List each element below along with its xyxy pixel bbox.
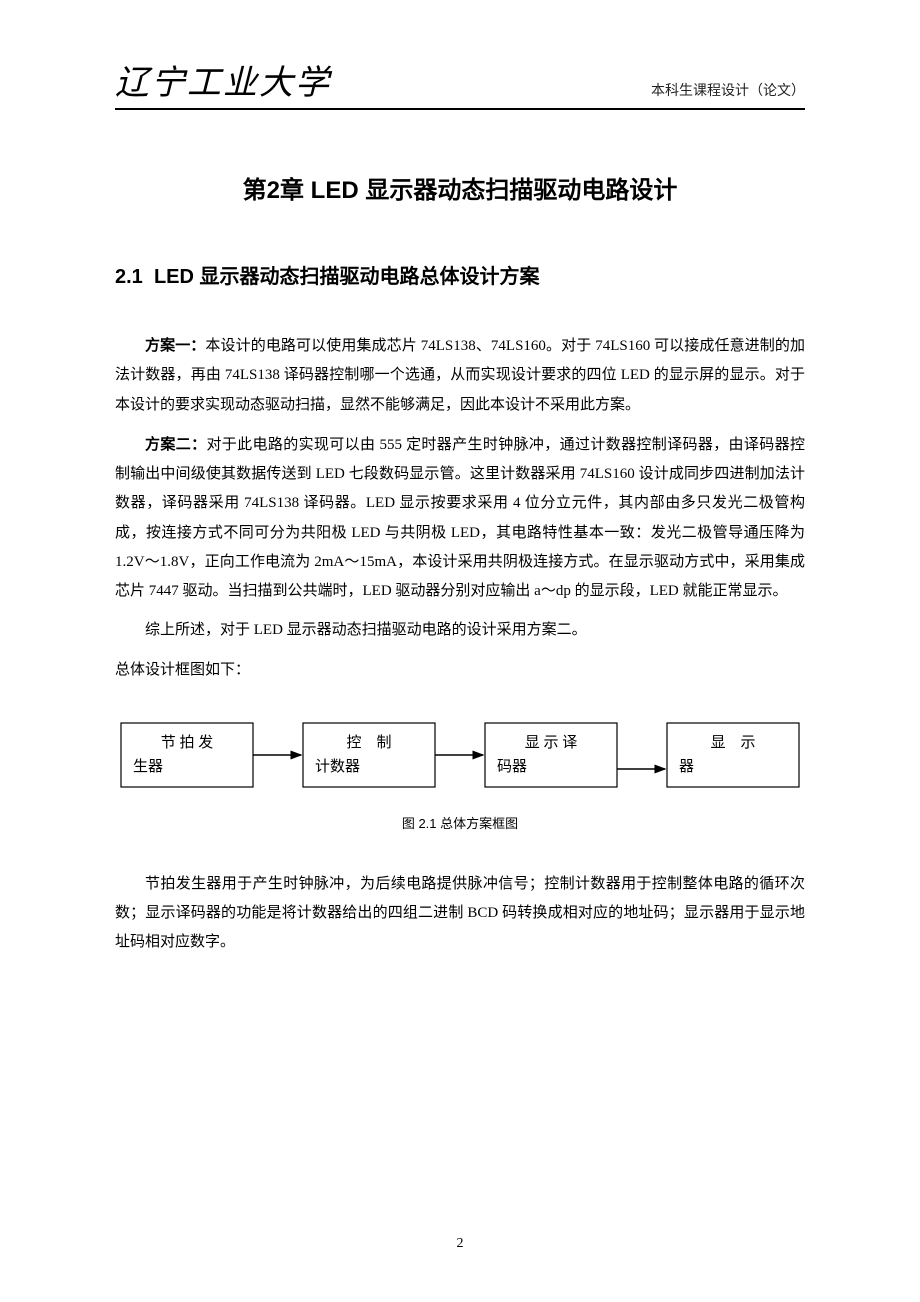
flowchart-node-label: 计数器 xyxy=(315,758,360,775)
flowchart-node xyxy=(303,723,435,787)
section-number: 2.1 xyxy=(115,266,143,288)
paragraph-scheme-2: 方案二：对于此电路的实现可以由 555 定时器产生时钟脉冲，通过计数器控制译码器… xyxy=(115,430,805,607)
page-header: 辽宁工业大学 本科生课程设计（论文） xyxy=(115,55,805,110)
flowchart-container: 节 拍 发生器 控 制计数器 显 示 译码器 显 示器 xyxy=(115,715,805,795)
chapter-title: 第2章 LED 显示器动态扫描驱动电路设计 xyxy=(115,170,805,205)
flowchart-node xyxy=(485,723,617,787)
university-name: 辽宁工业大学 xyxy=(115,55,331,104)
flowchart-node-label: 生器 xyxy=(133,758,163,775)
scheme-2-text: 对于此电路的实现可以由 555 定时器产生时钟脉冲，通过计数器控制译码器，由译码… xyxy=(115,437,805,599)
section-heading: LED 显示器动态扫描驱动电路总体设计方案 xyxy=(154,266,540,288)
flowchart-node-label: 显 示 xyxy=(710,735,755,751)
page-number: 2 xyxy=(0,1236,920,1252)
flowchart-node xyxy=(667,723,799,787)
section-title: 2.1 LED 显示器动态扫描驱动电路总体设计方案 xyxy=(115,260,805,289)
scheme-2-label: 方案二： xyxy=(145,436,206,453)
doc-type-label: 本科生课程设计（论文） xyxy=(651,80,805,104)
paragraph-explanation: 节拍发生器用于产生时钟脉冲，为后续电路提供脉冲信号；控制计数器用于控制整体电路的… xyxy=(115,870,805,958)
scheme-1-text: 本设计的电路可以使用集成芯片 74LS138、74LS160。对于 74LS16… xyxy=(115,338,805,413)
scheme-1-label: 方案一： xyxy=(145,337,205,354)
flowchart-diagram: 节 拍 发生器 控 制计数器 显 示 译码器 显 示器 xyxy=(120,715,800,795)
flowchart-node-label: 节 拍 发 xyxy=(161,734,214,751)
flowchart-node-label: 显 示 译 xyxy=(525,734,578,751)
flowchart-node-label: 器 xyxy=(679,759,694,775)
flowchart-node-label: 码器 xyxy=(497,758,527,775)
flowchart-node-label: 控 制 xyxy=(346,734,391,751)
figure-caption: 图 2.1 总体方案框图 xyxy=(115,813,805,832)
paragraph-diagram-intro: 总体设计框图如下： xyxy=(115,656,805,685)
paragraph-summary: 综上所述，对于 LED 显示器动态扫描驱动电路的设计采用方案二。 xyxy=(115,616,805,645)
flowchart-node xyxy=(121,723,253,787)
paragraph-scheme-1: 方案一：本设计的电路可以使用集成芯片 74LS138、74LS160。对于 74… xyxy=(115,331,805,420)
page-content: 辽宁工业大学 本科生课程设计（论文） 第2章 LED 显示器动态扫描驱动电路设计… xyxy=(0,0,920,1028)
